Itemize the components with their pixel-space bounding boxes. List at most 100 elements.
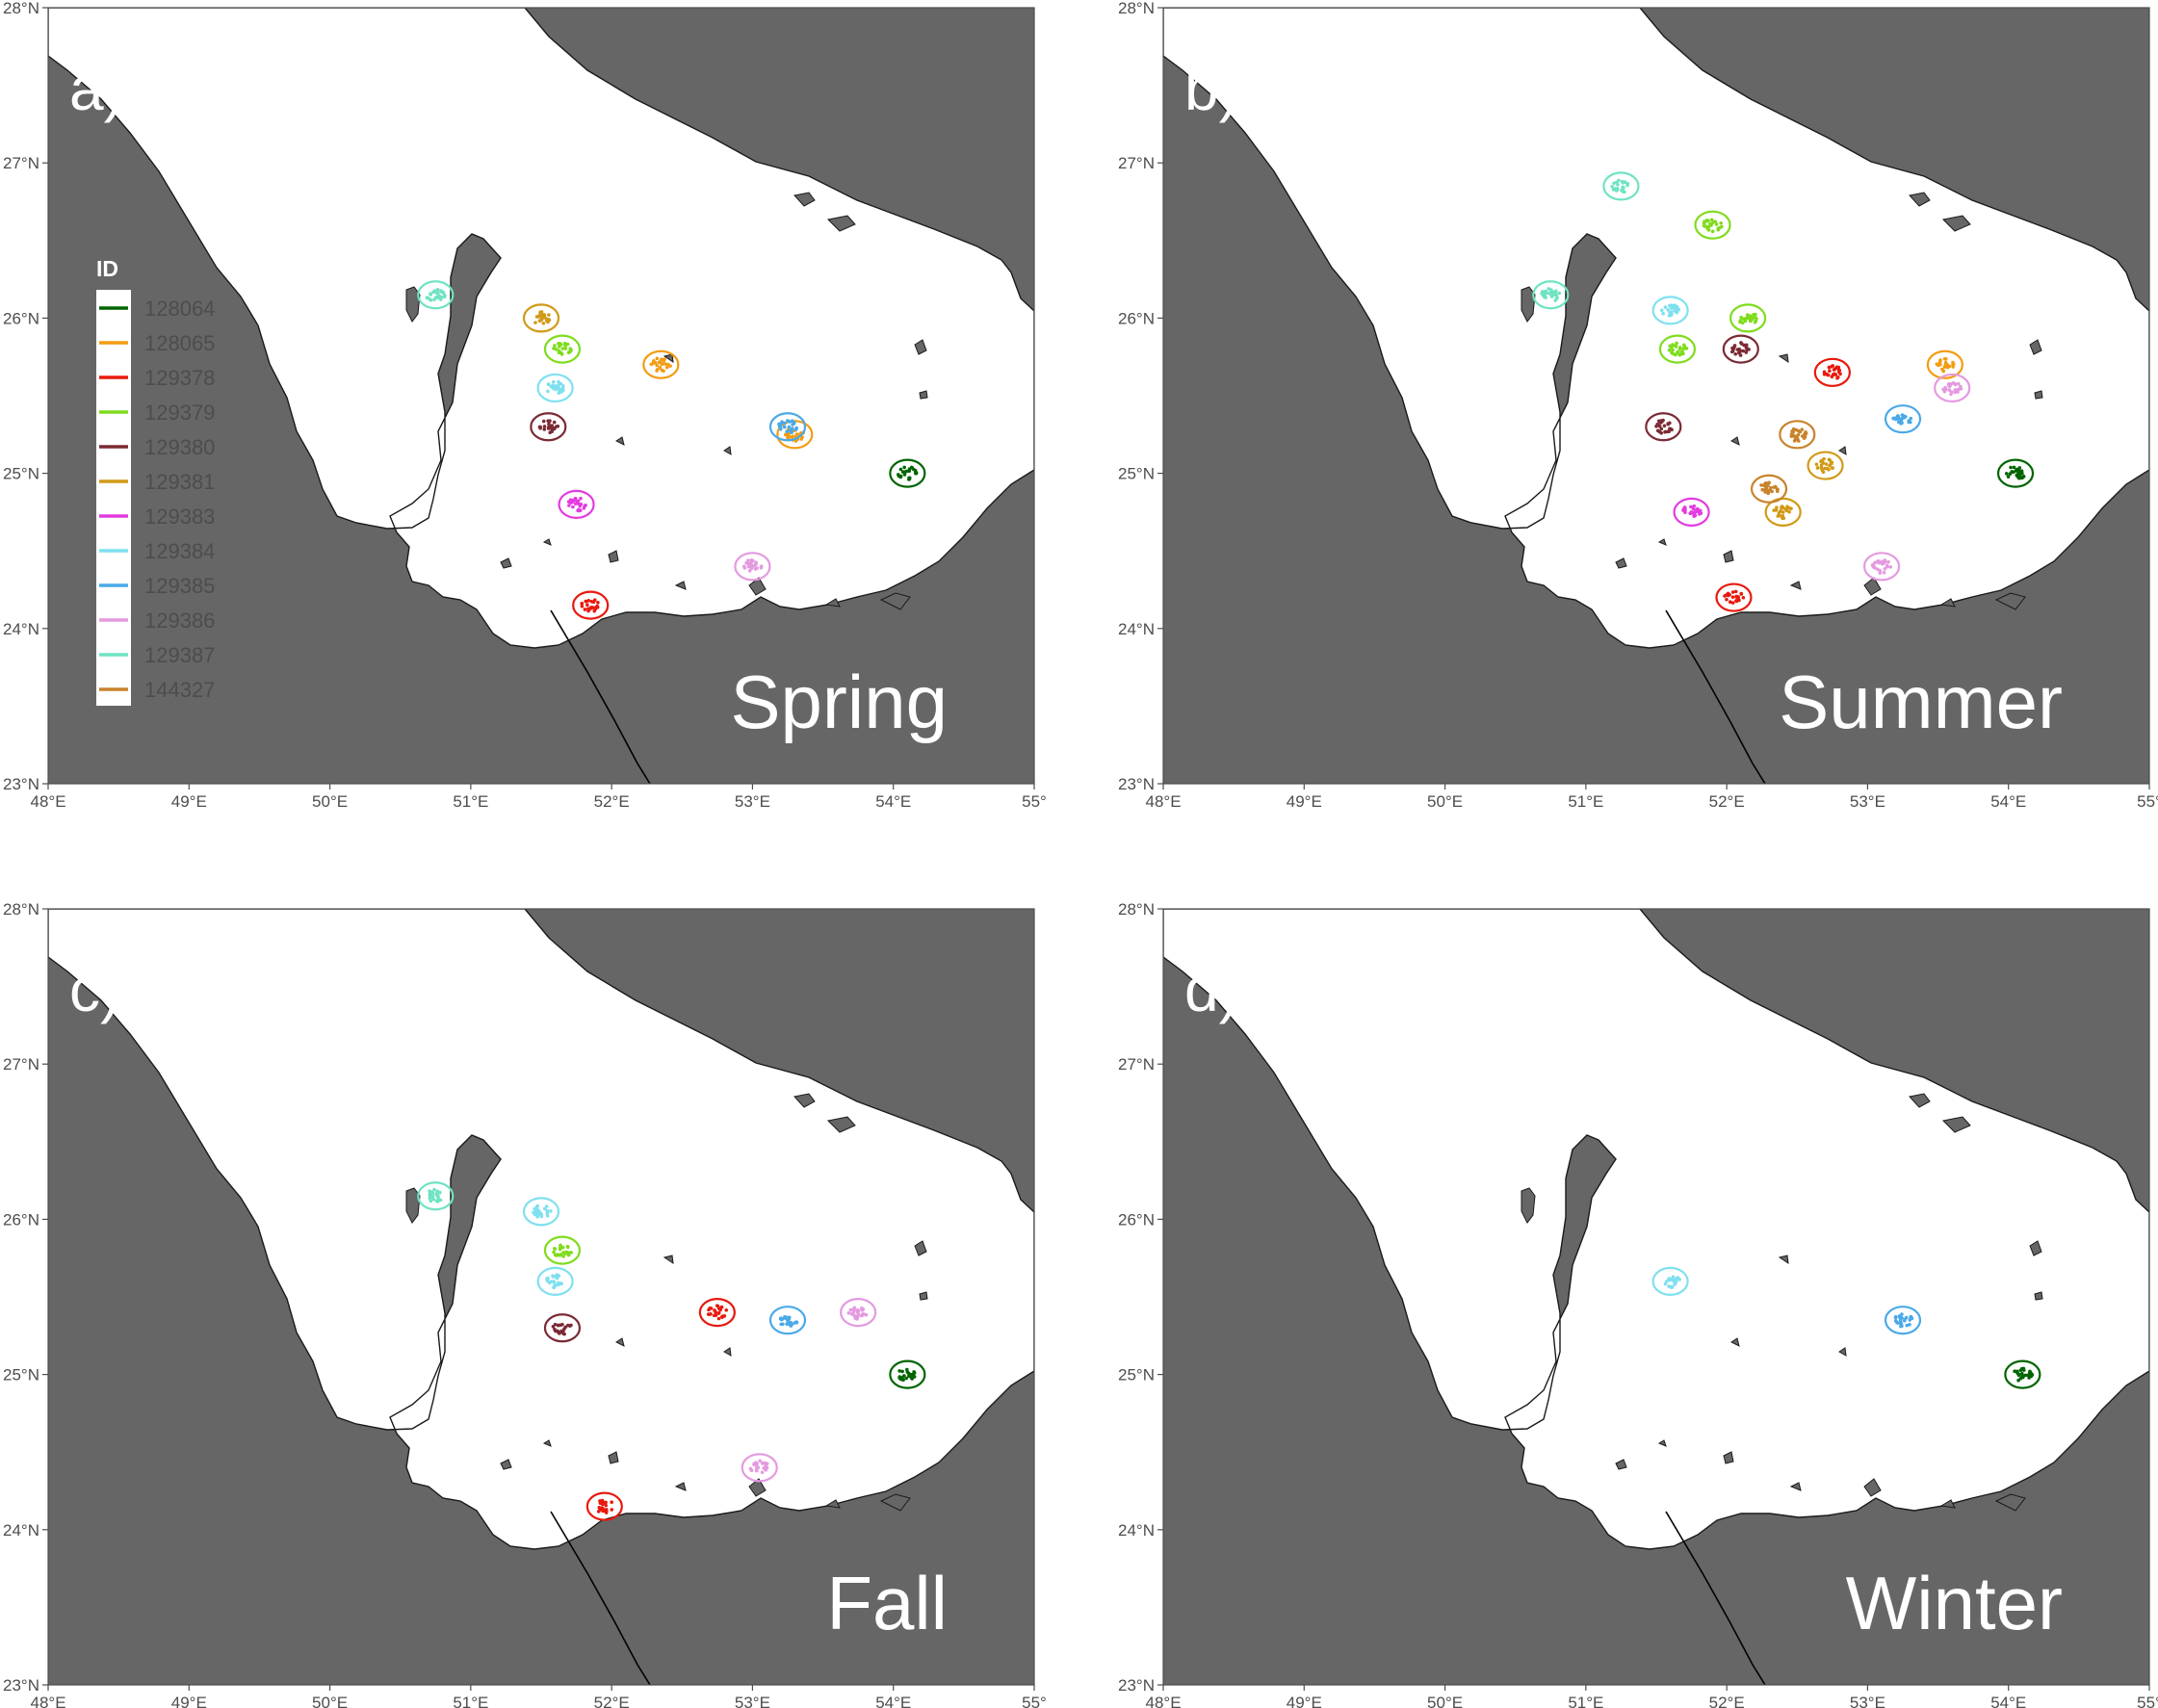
location-point xyxy=(435,1189,440,1194)
location-point xyxy=(2014,469,2018,473)
location-point xyxy=(1752,312,1755,317)
location-point xyxy=(1902,1318,1907,1323)
location-point xyxy=(1877,560,1882,565)
location-point xyxy=(904,1376,908,1381)
location-point xyxy=(1625,183,1629,188)
location-point xyxy=(585,603,589,608)
cluster-129379 xyxy=(1729,303,1767,333)
location-point xyxy=(533,321,537,324)
cluster-129380 xyxy=(530,412,567,442)
y-tick-label: 25°N xyxy=(3,465,39,483)
location-point xyxy=(1663,429,1667,434)
location-point xyxy=(566,350,571,354)
location-point xyxy=(1689,510,1694,514)
location-point xyxy=(1744,350,1749,354)
location-point xyxy=(559,387,564,392)
location-point xyxy=(754,562,758,566)
location-point xyxy=(709,1312,713,1316)
location-point xyxy=(1821,470,1826,475)
location-point xyxy=(900,470,905,474)
location-point xyxy=(2016,1373,2021,1378)
home-range-contour xyxy=(1926,349,1963,379)
location-point xyxy=(555,1276,559,1281)
location-point xyxy=(909,1376,914,1380)
cluster-144327 xyxy=(1750,474,1788,504)
location-point xyxy=(1831,364,1834,368)
location-point xyxy=(561,1255,565,1258)
home-range-contour xyxy=(1813,357,1851,387)
location-point xyxy=(1553,289,1558,294)
home-range-contour xyxy=(1651,1266,1689,1296)
legend-title: ID xyxy=(96,256,118,281)
location-point xyxy=(559,352,564,356)
location-point xyxy=(1951,360,1955,365)
y-tick-label: 24°N xyxy=(3,620,39,638)
location-point xyxy=(1659,427,1664,431)
x-tick-label: 52°E xyxy=(1709,792,1745,811)
location-point xyxy=(714,1309,717,1314)
location-point xyxy=(1763,486,1768,491)
cluster-129380 xyxy=(1645,412,1682,442)
location-point xyxy=(2006,475,2011,479)
location-point xyxy=(1883,558,1887,562)
location-point xyxy=(435,287,440,292)
home-range-contour xyxy=(1532,280,1570,310)
home-range-contour xyxy=(543,1235,582,1265)
location-point xyxy=(441,291,446,295)
panel-border xyxy=(1162,7,2150,785)
location-point xyxy=(2008,472,2013,476)
location-point xyxy=(1908,1323,1911,1327)
location-point xyxy=(1947,388,1952,392)
home-range-contour xyxy=(530,412,567,442)
location-point xyxy=(565,342,570,347)
cluster-129386 xyxy=(1934,373,1971,403)
location-point xyxy=(755,566,759,570)
location-point xyxy=(898,475,903,479)
location-point xyxy=(1943,387,1948,392)
legend-label: 129387 xyxy=(144,643,215,667)
location-point xyxy=(557,383,560,387)
location-point xyxy=(1767,480,1771,485)
cluster-128064 xyxy=(2004,1359,2041,1389)
location-point xyxy=(900,1369,904,1374)
cluster-128064 xyxy=(889,1359,926,1389)
location-point xyxy=(1553,298,1558,302)
location-point xyxy=(1892,416,1896,421)
location-point xyxy=(2030,1373,2034,1378)
location-point xyxy=(610,1500,613,1505)
location-point xyxy=(1551,293,1555,298)
home-range-contour xyxy=(536,1266,574,1296)
cluster-129378 xyxy=(585,1491,623,1521)
x-tick-label: 53°E xyxy=(1850,792,1885,811)
location-point xyxy=(1667,429,1671,433)
location-point xyxy=(896,473,900,477)
location-point xyxy=(777,424,782,428)
location-point xyxy=(542,1206,547,1211)
location-point xyxy=(846,1310,851,1315)
location-point xyxy=(1557,291,1562,296)
location-point xyxy=(1738,353,1743,357)
location-point xyxy=(786,435,790,439)
location-point xyxy=(1733,351,1738,356)
location-point xyxy=(1671,1278,1676,1282)
location-point xyxy=(1728,592,1731,597)
location-point xyxy=(1661,418,1665,423)
location-point xyxy=(586,608,590,613)
home-range-contour xyxy=(840,1298,877,1328)
location-point xyxy=(663,362,667,366)
location-point xyxy=(1819,463,1824,468)
location-point xyxy=(2004,472,2009,476)
location-point xyxy=(1827,468,1831,472)
location-point xyxy=(550,427,554,430)
cluster-129383 xyxy=(1673,497,1710,528)
location-point xyxy=(1710,221,1714,225)
location-point xyxy=(748,1466,753,1471)
location-point xyxy=(1744,345,1749,349)
cluster-129384 xyxy=(536,373,574,403)
location-point xyxy=(1737,349,1742,354)
location-point xyxy=(1898,421,1903,425)
location-point xyxy=(1772,508,1776,512)
location-point xyxy=(600,1506,605,1511)
home-range-contour xyxy=(585,1491,623,1521)
